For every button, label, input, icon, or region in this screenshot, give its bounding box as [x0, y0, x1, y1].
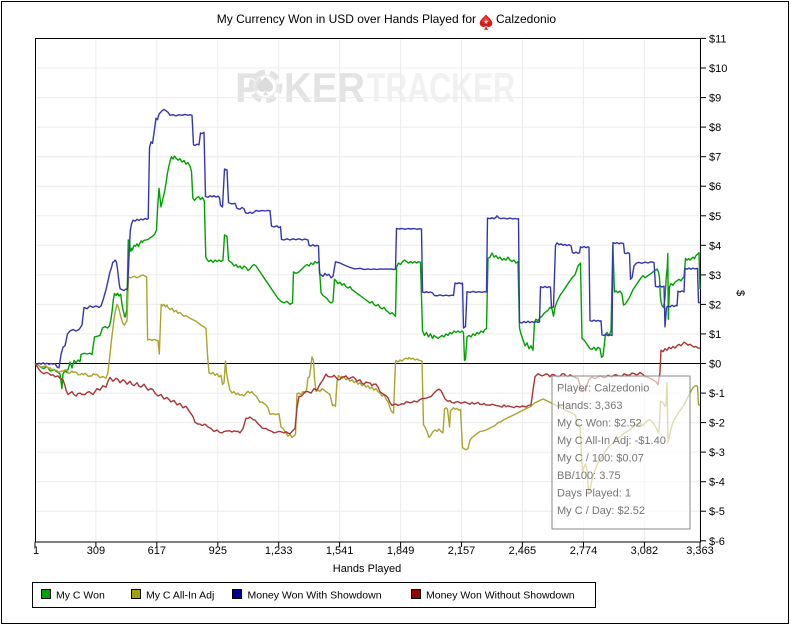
- svg-text:$9: $9: [709, 93, 721, 105]
- svg-text:2,157: 2,157: [448, 545, 476, 557]
- svg-text:$-3: $-3: [709, 447, 725, 459]
- svg-text:$5: $5: [709, 211, 721, 223]
- svg-text:Money Won Without Showdown: Money Won Without Showdown: [426, 590, 575, 602]
- svg-text:TRACKER: TRACKER: [367, 64, 515, 111]
- svg-text:Hands Played: Hands Played: [333, 563, 402, 575]
- svg-text:2,774: 2,774: [570, 545, 598, 557]
- svg-text:$-4: $-4: [709, 477, 725, 489]
- svg-text:Player: Calzedonio: Player: Calzedonio: [557, 383, 649, 395]
- svg-text:KER: KER: [284, 64, 365, 111]
- svg-text:309: 309: [87, 545, 105, 557]
- svg-text:1,233: 1,233: [265, 545, 293, 557]
- svg-text:$-1: $-1: [709, 388, 725, 400]
- svg-text:617: 617: [148, 545, 166, 557]
- svg-text:$1: $1: [709, 329, 721, 341]
- svg-text:My C / 100: $0.07: My C / 100: $0.07: [557, 453, 644, 465]
- svg-text:925: 925: [209, 545, 227, 557]
- svg-text:1: 1: [33, 545, 39, 557]
- svg-text:BB/100: 3.75: BB/100: 3.75: [557, 470, 621, 482]
- svg-text:My C All-In Adj: My C All-In Adj: [146, 590, 214, 602]
- svg-text:1,849: 1,849: [387, 545, 415, 557]
- svg-text:Days Played: 1: Days Played: 1: [557, 488, 631, 500]
- svg-text:Hands: 3,363: Hands: 3,363: [557, 400, 622, 412]
- svg-text:$6: $6: [709, 181, 721, 193]
- svg-text:$4: $4: [709, 240, 721, 252]
- svg-text:Calzedonio: Calzedonio: [496, 12, 556, 26]
- svg-text:$8: $8: [709, 122, 721, 134]
- svg-text:My C Won: $2.52: My C Won: $2.52: [557, 418, 642, 430]
- svg-text:My C All-In Adj: -$1.40: My C All-In Adj: -$1.40: [557, 435, 666, 447]
- svg-text:$-2: $-2: [709, 418, 725, 430]
- svg-text:$-5: $-5: [709, 506, 725, 518]
- svg-text:2,465: 2,465: [509, 545, 537, 557]
- svg-text:3,363: 3,363: [686, 545, 714, 557]
- svg-text:$3: $3: [709, 270, 721, 282]
- svg-text:3,082: 3,082: [631, 545, 659, 557]
- svg-text:$0: $0: [709, 359, 721, 371]
- svg-text:$2: $2: [709, 299, 721, 311]
- svg-text:1,541: 1,541: [326, 545, 354, 557]
- svg-text:$10: $10: [709, 63, 727, 75]
- svg-text:$11: $11: [709, 33, 727, 45]
- svg-text:My Currency Won in USD over Ha: My Currency Won in USD over Hands Played…: [217, 12, 476, 26]
- svg-text:My C / Day: $2.52: My C / Day: $2.52: [557, 505, 645, 517]
- svg-text:My C Won: My C Won: [56, 590, 105, 602]
- svg-text:$-6: $-6: [709, 536, 725, 548]
- svg-text:Money Won With Showdown: Money Won With Showdown: [248, 590, 382, 602]
- svg-text:$: $: [734, 290, 746, 296]
- svg-text:$7: $7: [709, 152, 721, 164]
